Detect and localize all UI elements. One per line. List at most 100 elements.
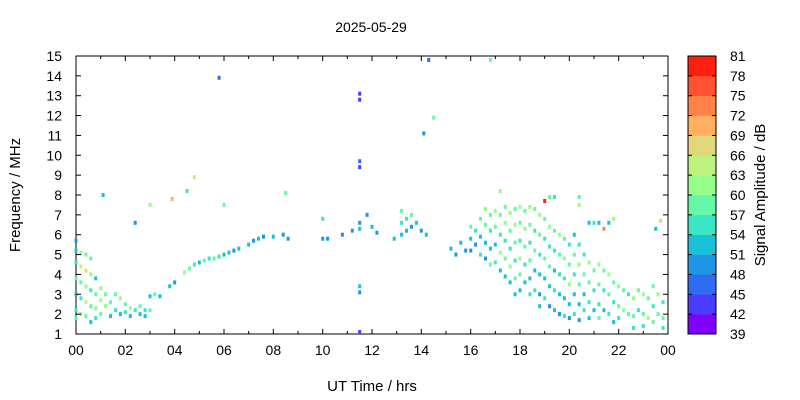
data-point [281,232,285,237]
colorbar-segment [688,234,716,255]
data-point [84,300,88,305]
data-point [99,312,103,317]
data-point [104,292,108,297]
data-point [528,204,532,209]
data-point [587,300,591,305]
data-point [518,288,522,293]
data-point [84,314,88,319]
colorbar: 39 42 45 48 51 54 57 60 63 66 69 72 75 78 81 [687,48,746,342]
data-point [227,250,231,255]
colorbar-tick-label: 66 [730,147,746,163]
data-point [498,268,502,273]
data-point [158,294,162,299]
data-point [558,272,561,277]
data-point [661,300,665,305]
data-point [74,308,78,313]
data-point [627,292,630,297]
colorbar-segment [688,195,716,216]
data-point [553,308,556,313]
data-point [94,292,98,297]
data-point [271,234,275,239]
y-tick-label: 13 [46,88,62,104]
data-point [183,270,186,275]
data-point [484,256,487,261]
data-point [582,252,586,257]
data-point [654,226,658,231]
data-point [508,246,512,251]
chart-title: 2025-05-29 [335,19,407,35]
data-point [597,302,601,307]
y-tick-label: 1 [54,326,62,342]
data-point [365,212,369,217]
data-point [508,280,512,285]
x-tick-label: 00 [68,342,84,358]
data-point [493,208,497,213]
data-point [109,300,112,305]
x-tick-label: 16 [463,342,479,358]
data-point [252,238,256,243]
data-point [508,210,512,215]
data-point [567,282,571,287]
data-point [538,232,542,237]
data-point [484,222,487,227]
data-point [133,220,137,225]
data-point [128,306,132,311]
data-point [513,292,517,297]
data-point [148,308,152,313]
data-point [94,306,98,311]
colorbar-tick-label: 75 [730,88,746,104]
data-point [572,252,576,257]
data-point [528,292,532,297]
data-point [101,193,105,197]
data-point [358,226,362,231]
data-point [493,242,497,247]
data-point [488,58,492,62]
data-point [79,250,83,255]
data-point [602,308,606,313]
data-point [518,272,522,277]
data-point [222,252,226,257]
data-point [488,228,492,233]
data-point [577,262,581,267]
data-point [212,256,216,261]
data-point [449,246,453,251]
data-point [503,238,507,243]
x-tick-label: 08 [266,342,282,358]
data-point [459,240,463,245]
data-point [592,268,596,273]
data-point [202,258,206,263]
data-point [370,224,374,229]
data-point [651,304,655,309]
colorbar-tick-label: 48 [730,266,746,282]
data-point [358,97,362,102]
data-point [488,246,492,251]
x-tick-label: 06 [216,342,232,358]
colorbar-segment [688,294,716,315]
colorbar-tick-label: 60 [730,187,746,203]
data-point [538,272,542,277]
data-point [123,302,127,307]
data-point [607,292,611,297]
y-tick-label: 6 [54,227,62,243]
data-point [538,304,542,309]
data-point [89,288,93,293]
data-point [79,264,83,269]
data-point [148,202,152,207]
data-point [84,284,88,289]
x-axis-title: UT Time / hrs [327,378,417,395]
data-point [469,248,473,253]
data-point [632,296,635,301]
data-point [143,314,147,319]
data-point [636,308,640,313]
data-point [493,260,497,265]
data-point [89,256,93,261]
data-point [543,276,547,281]
data-point [94,316,98,321]
data-point [548,264,552,269]
data-point [513,276,517,281]
data-point [74,260,78,265]
data-point [503,220,507,225]
data-point [528,258,532,263]
